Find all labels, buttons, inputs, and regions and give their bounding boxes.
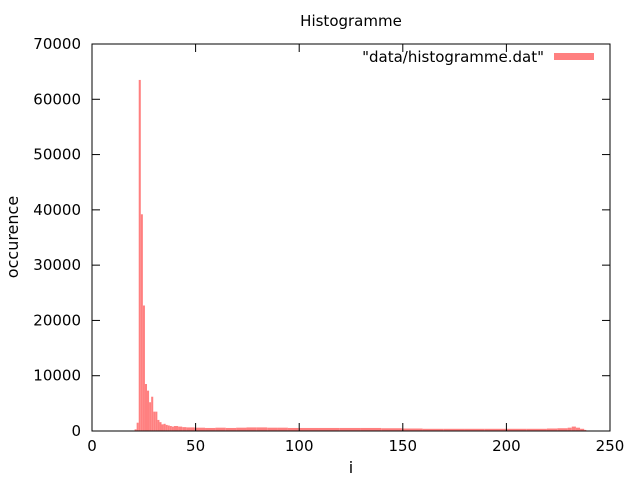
histogram-bar: [147, 390, 150, 431]
histogram-bar: [246, 427, 257, 431]
x-tick-label: 150: [388, 437, 417, 455]
histogram-bar: [236, 427, 247, 431]
histogram-bar: [140, 214, 143, 431]
histogram-bar: [484, 428, 506, 431]
histogram-bar: [186, 427, 191, 431]
histogram-bar: [182, 427, 187, 431]
histogram-bar: [505, 428, 527, 431]
chart-title: Histogramme: [300, 12, 402, 30]
histogram-bar: [171, 426, 174, 431]
histogram-bar: [205, 427, 216, 431]
histogram-bar: [256, 427, 268, 431]
histogram-bar: [526, 428, 547, 431]
histogram-bar: [464, 428, 485, 431]
histogram-bar: [567, 427, 572, 431]
y-tick-label: 30000: [33, 256, 81, 274]
histogram-bar: [215, 427, 226, 431]
histogram-bar: [190, 427, 195, 431]
histogram-bar: [401, 428, 423, 431]
histogram-bar: [134, 429, 137, 431]
histogram-bar: [584, 429, 587, 431]
y-tick-label: 50000: [33, 146, 81, 164]
histogram-bar: [571, 426, 576, 431]
legend-swatch: [554, 53, 594, 60]
plot-frame: [91, 43, 611, 432]
histogram-bar: [144, 384, 148, 431]
histogram-bar: [318, 427, 340, 431]
histogram-bar: [138, 79, 141, 431]
y-axis-label: occurence: [3, 196, 22, 278]
histogram-bar: [165, 424, 168, 431]
y-tick-label: 60000: [33, 90, 81, 108]
histogram-bar: [287, 427, 299, 431]
y-tick-label: 20000: [33, 311, 81, 329]
histogram-bar: [178, 426, 183, 431]
histogram-bar: [167, 425, 170, 431]
histogram-bar: [194, 427, 206, 431]
x-tick-label: 250: [596, 437, 625, 455]
histogram-bar: [339, 427, 361, 431]
y-axis-ticks: 0 10000 20000 30000 40000 50000 60000 70000: [33, 35, 610, 440]
y-tick-label: 70000: [33, 35, 81, 53]
y-tick-label: 40000: [33, 201, 81, 219]
histogram-bar: [155, 411, 158, 431]
y-tick-label: 10000: [33, 367, 81, 385]
histogram-bar: [422, 428, 444, 431]
x-tick-label: 200: [492, 437, 521, 455]
histogram-bar: [580, 428, 585, 431]
legend-label: "data/histogramme.dat": [362, 48, 544, 66]
x-axis-label: i: [349, 458, 353, 477]
histogram-bar: [169, 426, 172, 431]
histogram-bar: [267, 427, 278, 431]
histogram-bar: [142, 305, 145, 431]
x-tick-label: 100: [285, 437, 314, 455]
histogram-bar: [360, 427, 382, 431]
histogram-bar: [163, 423, 166, 431]
histogram-bar: [153, 411, 156, 431]
x-tick-label: 0: [87, 437, 97, 455]
histogram-bar: [173, 426, 179, 431]
histogram-bar: [225, 427, 237, 431]
histogram-bar: [136, 422, 139, 431]
histogram-bar: [151, 396, 154, 431]
histogram-bar: [277, 427, 288, 431]
histogram-bar: [157, 419, 160, 431]
histogram-bar: [161, 424, 164, 431]
histogram-bar: [159, 422, 162, 431]
histogram-bar: [381, 428, 402, 431]
histogram-bar: [298, 427, 319, 431]
x-axis-ticks: 0 50 100 150 200 250: [87, 44, 624, 455]
histogram-bar: [149, 402, 152, 431]
legend: "data/histogramme.dat": [362, 48, 594, 66]
histogram-bar: [546, 428, 558, 431]
histogram-bar: [575, 427, 581, 431]
y-tick-label: 0: [71, 422, 81, 440]
histogram-bar: [557, 428, 568, 431]
histogram-bar: [443, 428, 465, 431]
x-tick-label: 50: [186, 437, 205, 455]
histogram-bars: [134, 79, 587, 431]
